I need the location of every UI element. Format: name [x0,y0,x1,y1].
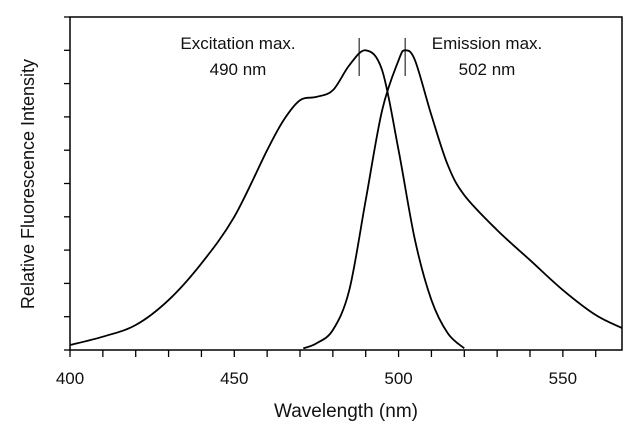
excitation-curve [69,49,465,350]
x-tick-label: 400 [56,369,84,388]
emission-curve [302,49,623,350]
annotation-label: Excitation max. [180,34,295,53]
x-tick-label: 450 [220,369,248,388]
x-axis-label: Wavelength (nm) [274,401,418,422]
y-axis-label: Relative Fluorescence Intensity [18,59,38,309]
x-tick-label: 500 [384,369,412,388]
annotation-value: 502 nm [459,60,516,79]
annotation-value: 490 nm [210,60,267,79]
x-tick-label: 550 [549,369,577,388]
annotation-label: Emission max. [432,34,543,53]
